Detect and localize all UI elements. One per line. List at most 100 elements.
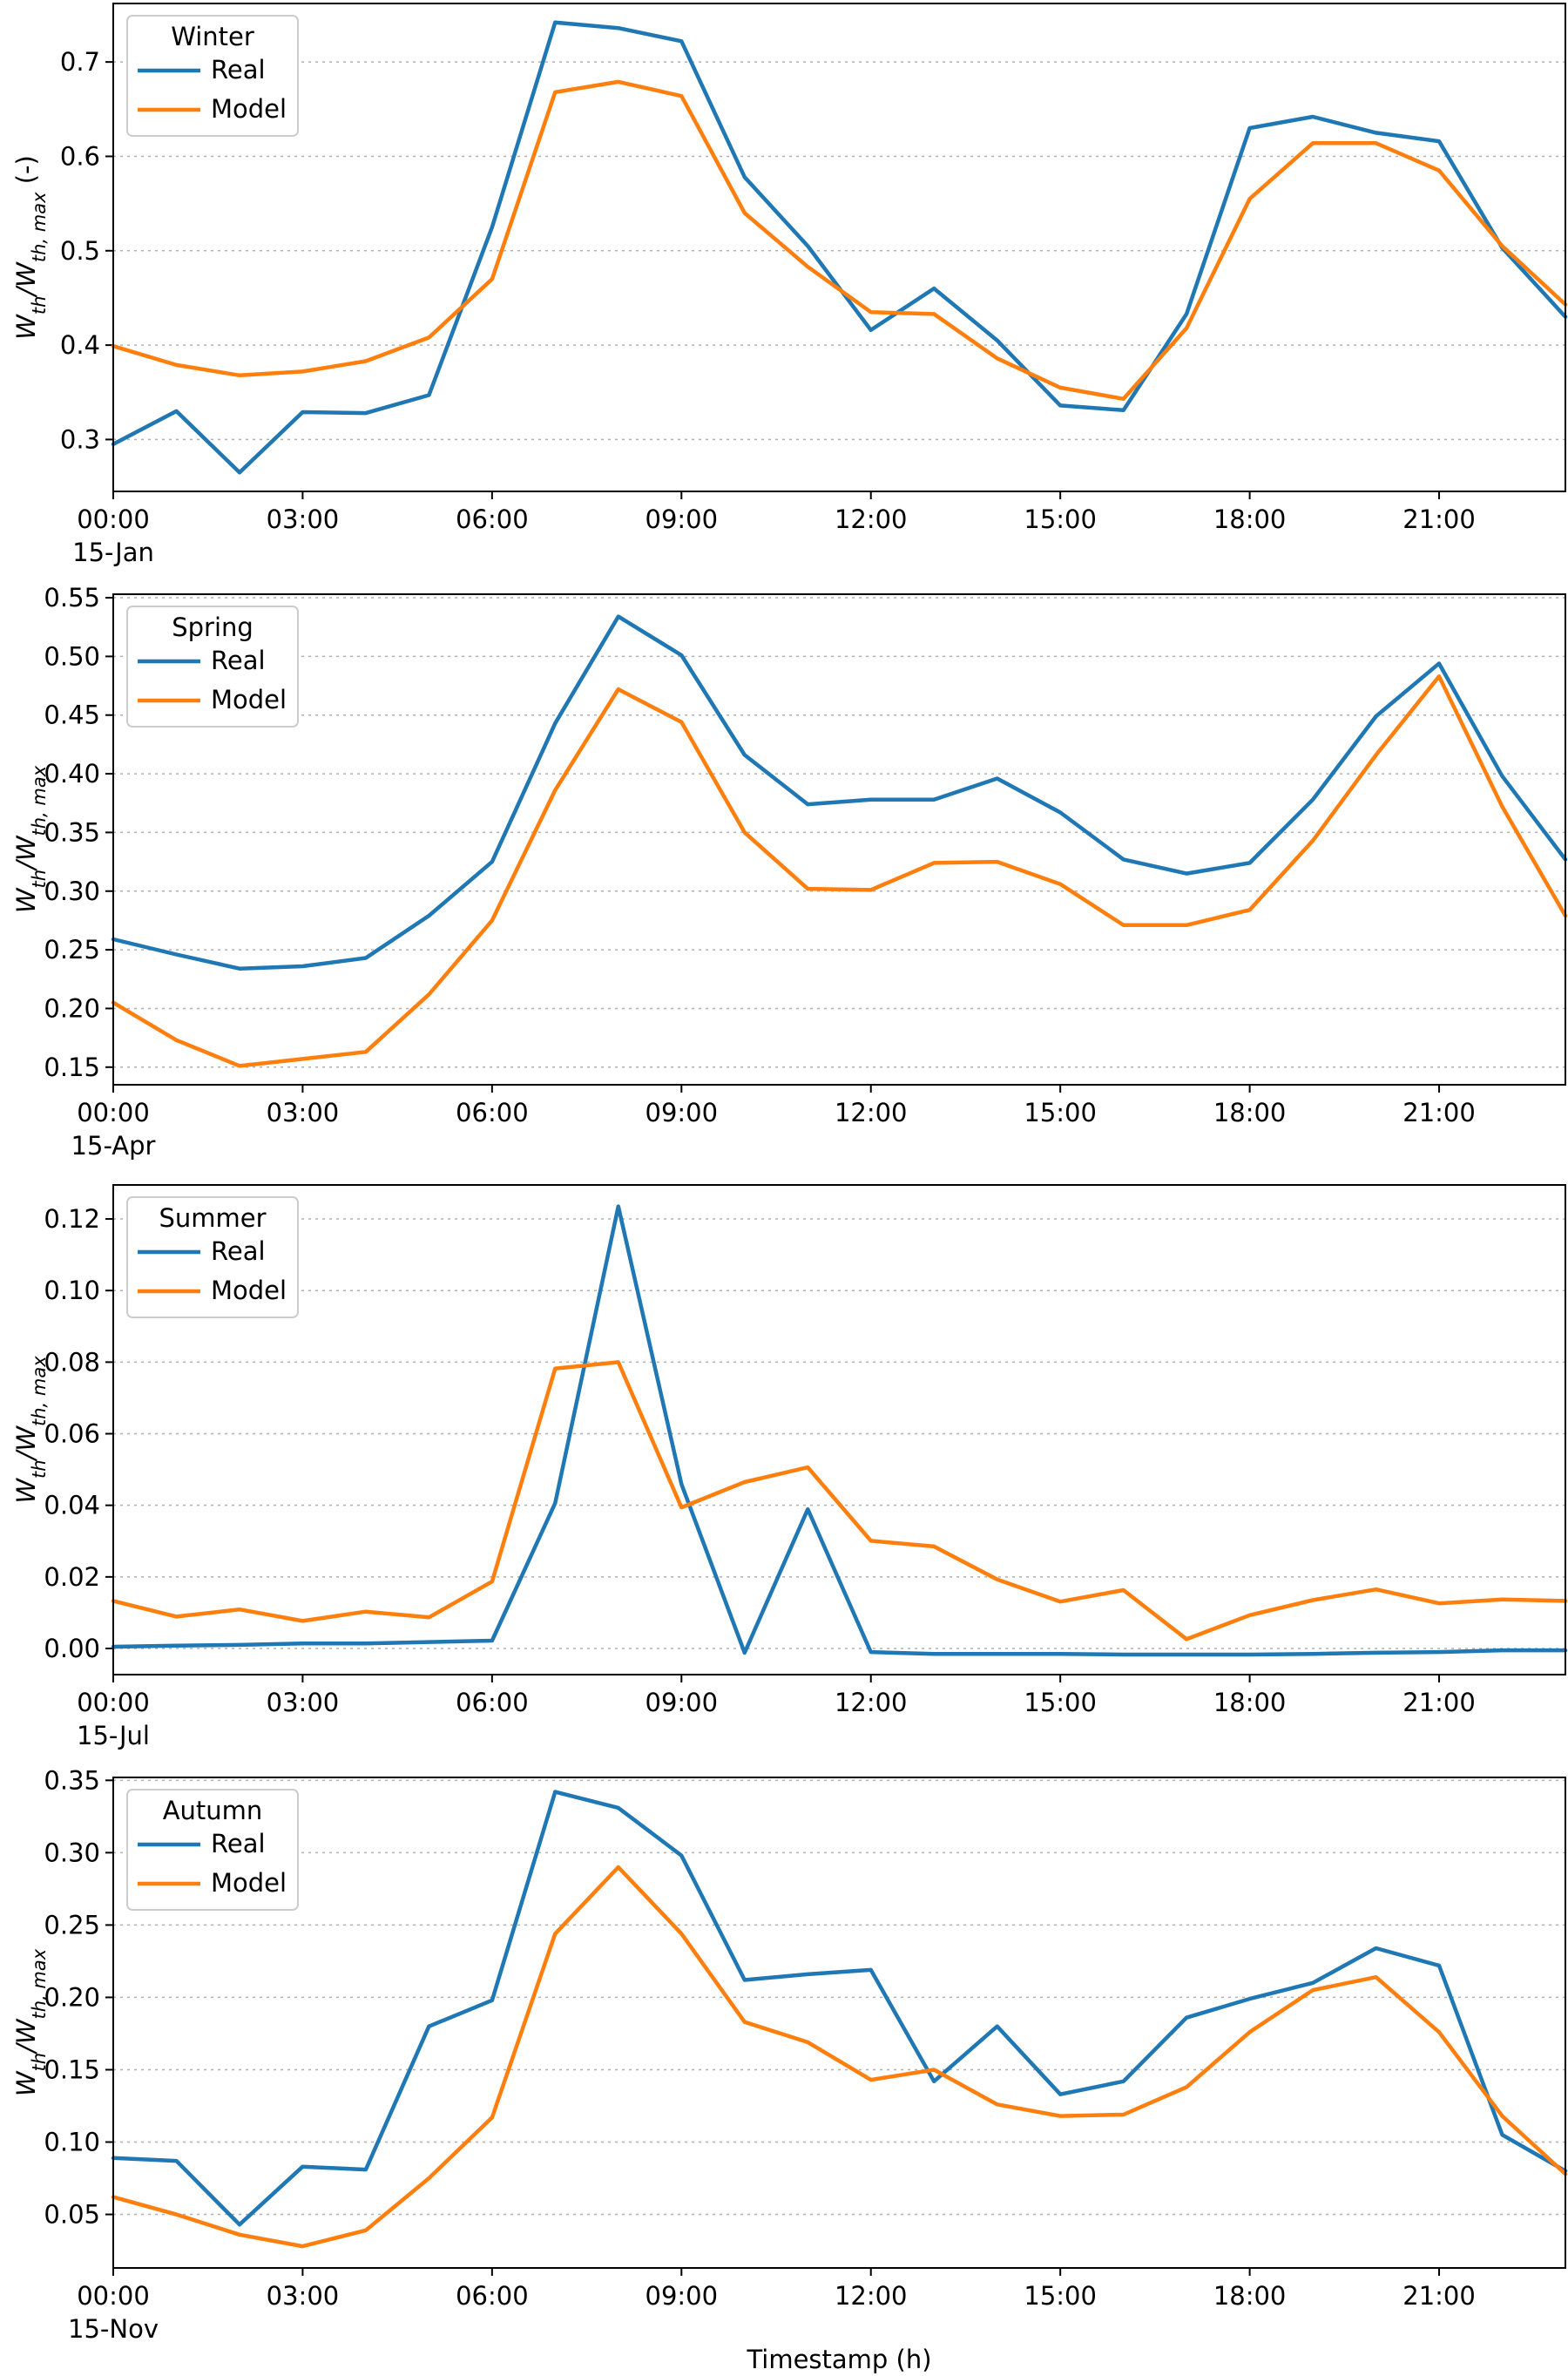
legend-title: Summer <box>159 1203 266 1233</box>
x-tick-label: 06:00 <box>456 2281 529 2311</box>
ylabel-sub: th <box>29 296 50 315</box>
y-tick-label: 0.06 <box>44 1419 100 1449</box>
y-tick-label: 0.15 <box>44 2054 100 2084</box>
x-tick-label: 15:00 <box>1024 1098 1097 1127</box>
x-tick-label: 21:00 <box>1402 504 1476 534</box>
ylabel-main: /W <box>11 261 41 299</box>
x-tick-label: 03:00 <box>267 1688 340 1717</box>
x-tick-label: 09:00 <box>645 1098 719 1127</box>
legend-label-model: Model <box>211 1276 287 1305</box>
legend-label-real: Real <box>211 646 266 675</box>
y-tick-label: 0.45 <box>44 701 100 730</box>
y-tick-label: 0.20 <box>44 1982 100 2012</box>
y-tick-label: 0.30 <box>44 877 100 906</box>
x-tick-label: 15:00 <box>1024 504 1097 534</box>
series-line-model <box>111 1360 1568 1642</box>
y-tick-label: 0.05 <box>44 2200 100 2230</box>
y-tick-label: 0.55 <box>44 583 100 613</box>
ylabel-main: W <box>11 887 41 913</box>
chart-panel-spring: 0.15 0.20 0.25 0.30 0.35 0.40 0.45 0.50 0.55 00:0… <box>11 583 1568 1161</box>
y-tick-label: 0.00 <box>44 1634 100 1663</box>
legend-title: Spring <box>172 613 253 642</box>
y-tick-label: 0.30 <box>44 1838 100 1867</box>
legend-label-real: Real <box>211 1236 266 1266</box>
legend-box <box>126 1789 299 1911</box>
x-tick-label: 18:00 <box>1213 1098 1287 1127</box>
chart-panel-summer: 0.00 0.02 0.04 0.06 0.08 0.10 0.12 00:00 03:00 06… <box>11 1184 1568 1750</box>
ylabel-main: W <box>11 1478 41 1504</box>
y-tick-label: 0.08 <box>44 1347 100 1377</box>
x-tick-label: 00:00 <box>77 2281 150 2311</box>
x-tick-label: 00:00 <box>77 504 150 534</box>
x-tick-label: 06:00 <box>456 1688 529 1717</box>
y-tick-label: 0.20 <box>44 993 100 1023</box>
y-tick-label: 0.6 <box>60 141 100 171</box>
ylabel-sub: th, max <box>29 1356 50 1426</box>
x-tick-label: 12:00 <box>835 1688 908 1717</box>
y-tick-label: 0.12 <box>44 1204 100 1234</box>
y-tick-label: 0.4 <box>60 330 100 360</box>
x-tick-label: 12:00 <box>835 2281 908 2311</box>
legend-box <box>126 606 299 728</box>
ylabel-main: /W <box>11 2018 41 2055</box>
ylabel-main: /W <box>11 835 41 872</box>
ylabel-sub: th <box>29 2053 50 2072</box>
legend-box <box>126 1196 299 1318</box>
y-tick-label: 0.25 <box>44 1910 100 1939</box>
legend-label-real: Real <box>211 55 266 85</box>
axes-frame <box>112 1777 1566 2269</box>
axes-frame <box>112 593 1566 1086</box>
y-tick-label: 0.10 <box>44 2128 100 2157</box>
ylabel-sub: th, max <box>29 192 50 262</box>
x-date-label: 15-Apr <box>71 1131 156 1161</box>
y-tick-label: 0.40 <box>44 759 100 789</box>
legend-label-model: Model <box>211 94 287 124</box>
series-line-real <box>111 1204 1568 1657</box>
series-line-model <box>111 674 1568 1068</box>
ylabel-suffix: (-) <box>11 155 41 192</box>
x-tick-label: 21:00 <box>1402 1098 1476 1127</box>
series-line-model <box>111 79 1568 402</box>
x-tick-label: 00:00 <box>77 1688 150 1717</box>
y-tick-label: 0.35 <box>44 1765 100 1795</box>
x-date-label: 15-Jan <box>72 538 154 567</box>
series-line-real <box>111 614 1568 971</box>
ylabel-sub: th <box>29 870 50 889</box>
legend-label-model: Model <box>211 1868 287 1898</box>
x-tick-label: 03:00 <box>267 2281 340 2311</box>
ylabel-sub: th, max <box>29 1948 50 2019</box>
y-tick-label: 0.5 <box>60 236 100 266</box>
legend-box <box>126 15 299 137</box>
chart-panel-winter: 0.3 0.4 0.5 0.6 0.7 00:00 03:00 06:00 09:00 12:00… <box>11 3 1568 567</box>
y-tick-label: 0.25 <box>44 935 100 965</box>
ylabel-main: /W <box>11 1425 41 1463</box>
chart-panel-autumn: 0.05 0.10 0.15 0.20 0.25 0.30 0.35 00:00 03:00 06… <box>11 1765 1568 2374</box>
x-tick-label: 03:00 <box>267 504 340 534</box>
legend-label-model: Model <box>211 685 287 714</box>
x-tick-label: 18:00 <box>1213 2281 1287 2311</box>
x-axis-label: Timestamp (h) <box>746 2345 931 2374</box>
axes-frame <box>112 1184 1566 1675</box>
ylabel-sub: th <box>29 1459 50 1479</box>
y-axis-label: Wth/Wth, max (-) <box>11 155 50 340</box>
series-line-real <box>111 1790 1568 2227</box>
y-tick-label: 0.15 <box>44 1053 100 1082</box>
x-tick-label: 18:00 <box>1213 504 1287 534</box>
legend-label-real: Real <box>211 1829 266 1858</box>
x-tick-label: 18:00 <box>1213 1688 1287 1717</box>
x-tick-label: 00:00 <box>77 1098 150 1127</box>
x-tick-label: 21:00 <box>1402 2281 1476 2311</box>
x-tick-label: 09:00 <box>645 2281 719 2311</box>
y-tick-label: 0.04 <box>44 1491 100 1520</box>
x-tick-label: 03:00 <box>267 1098 340 1127</box>
y-tick-label: 0.50 <box>44 641 100 671</box>
x-tick-label: 12:00 <box>835 504 908 534</box>
y-tick-label: 0.7 <box>60 47 100 77</box>
x-tick-label: 09:00 <box>645 504 719 534</box>
y-tick-label: 0.10 <box>44 1276 100 1305</box>
ylabel-main: W <box>11 314 41 340</box>
series-line-model <box>111 1865 1568 2249</box>
y-axis-label: Wth/Wth, max <box>11 765 50 913</box>
x-date-label: 15-Jul <box>77 1721 150 1750</box>
